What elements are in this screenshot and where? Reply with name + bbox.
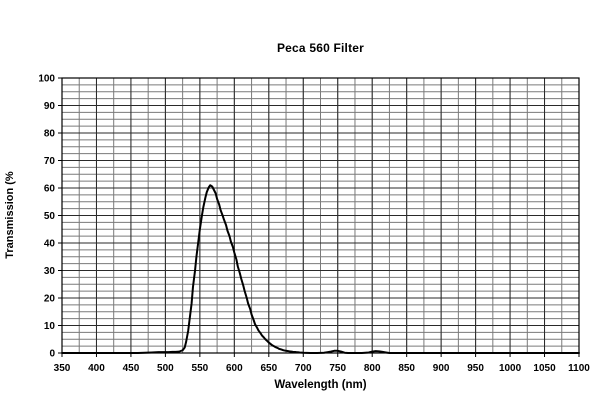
x-tick-label: 700 — [295, 363, 312, 374]
y-tick-label: 50 — [44, 211, 56, 222]
x-tick-label: 1000 — [499, 363, 522, 374]
x-tick-label: 350 — [54, 363, 71, 374]
y-tick-label: 100 — [38, 74, 55, 85]
x-tick-label: 1050 — [533, 363, 556, 374]
x-tick-label: 850 — [398, 363, 415, 374]
y-tick-label: 20 — [44, 294, 56, 305]
x-tick-label: 600 — [226, 363, 243, 374]
y-tick-label: 60 — [44, 184, 56, 195]
x-tick-label: 550 — [192, 363, 209, 374]
x-tick-label: 750 — [329, 363, 346, 374]
chart-title: Peca 560 Filter — [276, 41, 365, 55]
y-tick-label: 10 — [44, 321, 56, 332]
x-tick-label: 900 — [433, 363, 450, 374]
x-tick-label: 500 — [157, 363, 174, 374]
y-tick-label: 90 — [44, 101, 56, 112]
transmission-curve — [61, 184, 580, 354]
y-tick-label: 0 — [49, 349, 55, 360]
x-axis-title: Wavelength (nm) — [274, 379, 367, 391]
y-tick-label: 40 — [44, 239, 56, 250]
y-tick-label: 70 — [44, 156, 56, 167]
x-tick-label: 950 — [467, 363, 484, 374]
x-tick-label: 1100 — [568, 363, 590, 374]
y-tick-label: 30 — [44, 266, 56, 277]
x-tick-label: 800 — [364, 363, 381, 374]
x-tick-label: 450 — [123, 363, 140, 374]
x-tick-label: 400 — [88, 363, 105, 374]
y-tick-label: 80 — [44, 129, 56, 140]
x-tick-label: 650 — [260, 363, 277, 374]
